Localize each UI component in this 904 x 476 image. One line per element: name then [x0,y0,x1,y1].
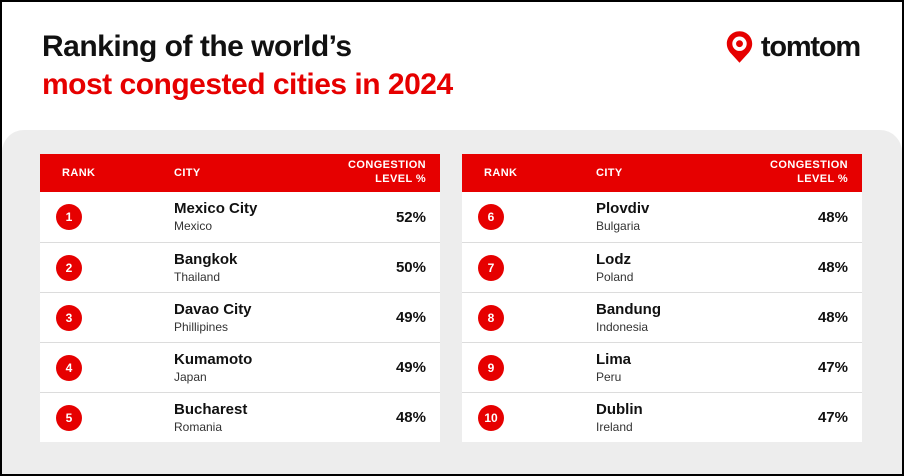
rank-cell: 10 [478,404,596,431]
table-row: 9 Lima Peru 47% [462,342,862,392]
column-header-city: CITY [174,167,201,179]
country-name: Phillipines [174,319,229,334]
rank-cell: 1 [56,204,174,230]
congestion-value: 48% [395,409,426,426]
tomtom-logo: tomtom [725,30,861,64]
city-name: Dublin [596,400,643,418]
rank-badge: 5 [56,404,82,431]
country-name: Romania [174,419,223,434]
congestion-header-line2: LEVEL % [375,173,426,185]
city-cell: Dublin Ireland [596,401,818,434]
country-name: Ireland [596,419,633,434]
column-header-rank: RANK [484,167,518,179]
ranking-table-1-5: RANK CITY CONGESTION LEVEL % 1 Mexico Cit… [40,154,440,474]
table-row: 3 Davao City Phillipines 49% [40,292,440,342]
rank-cell: 4 [56,354,174,381]
table-body-1-5: 1 Mexico City Mexico 52% 2 Bangkok Thailand 50%… [40,192,440,442]
rank-badge: 4 [56,354,82,381]
congestion-value: 50% [395,259,426,276]
city-cell: Bucharest Romania [174,401,396,434]
congestion-header-line1: CONGESTION [348,159,426,172]
city-cell: Plovdiv Bulgaria [596,200,818,233]
table-row: 2 Bangkok Thailand 50% [40,242,440,292]
table-header: RANK CITY CONGESTION LEVEL % [462,154,862,192]
rank-badge: 8 [478,304,504,331]
tomtom-logo-text: tomtom [760,30,861,63]
country-name: Japan [174,369,207,384]
congestion-value: 48% [817,309,848,326]
country-name: Thailand [174,269,221,284]
table-row: 1 Mexico City Mexico 52% [40,192,440,242]
congestion-value: 47% [817,409,848,426]
country-name: Poland [596,269,634,284]
country-name: Peru [596,369,622,384]
table-row: 10 Dublin Ireland 47% [462,392,862,442]
rank-badge: 6 [478,204,504,230]
city-cell: Lima Peru [596,351,818,384]
congestion-header-line2: LEVEL % [797,173,848,185]
header: Ranking of the world’s most congested ci… [2,2,902,130]
city-name: Bangkok [174,250,238,268]
rank-badge: 9 [478,354,504,381]
city-cell: Bandung Indonesia [596,301,818,334]
city-name: Bandung [596,300,661,318]
rank-cell: 6 [478,204,596,230]
rank-cell: 9 [478,354,596,381]
column-header-congestion: CONGESTION LEVEL % [348,159,426,187]
congestion-header-line1: CONGESTION [770,159,848,172]
title-line-1: Ranking of the world’s [42,30,352,63]
country-name: Indonesia [596,319,649,334]
rank-cell: 7 [478,254,596,281]
rank-cell: 2 [56,254,174,281]
table-row: 6 Plovdiv Bulgaria 48% [462,192,862,242]
rank-badge: 3 [56,304,82,331]
congestion-value: 48% [817,259,848,276]
city-cell: Lodz Poland [596,251,818,284]
country-name: Mexico [174,219,213,234]
rank-badge: 10 [478,404,504,431]
congestion-value: 49% [395,309,426,326]
table-header: RANK CITY CONGESTION LEVEL % [40,154,440,192]
column-header-congestion: CONGESTION LEVEL % [770,159,848,187]
rank-cell: 8 [478,304,596,331]
city-cell: Davao City Phillipines [174,301,396,334]
city-name: Plovdiv [596,200,650,218]
congestion-value: 49% [395,359,426,376]
city-name: Bucharest [174,400,248,418]
table-row: 5 Bucharest Romania 48% [40,392,440,442]
table-row: 4 Kumamoto Japan 49% [40,342,440,392]
rank-cell: 3 [56,304,174,331]
city-cell: Kumamoto Japan [174,351,396,384]
congestion-value: 47% [817,359,848,376]
city-name: Davao City [174,300,252,318]
city-name: Lodz [596,250,631,268]
ranking-table-6-10: RANK CITY CONGESTION LEVEL % 6 Plovdiv Bul… [462,154,862,474]
country-name: Bulgaria [596,219,641,234]
city-cell: Mexico City Mexico [174,200,396,233]
table-row: 7 Lodz Poland 48% [462,242,862,292]
page-title: Ranking of the world’s most congested ci… [42,28,862,104]
city-cell: Bangkok Thailand [174,251,396,284]
column-header-city: CITY [596,167,623,179]
table-row: 8 Bandung Indonesia 48% [462,292,862,342]
city-name: Mexico City [174,200,258,218]
title-line-2: most congested cities in 2024 [42,68,453,101]
rank-badge: 7 [478,254,504,281]
rank-badge: 1 [56,204,82,230]
column-header-rank: RANK [62,167,96,179]
table-body-6-10: 6 Plovdiv Bulgaria 48% 7 Lodz Poland 48% 8 Bandun… [462,192,862,442]
tables-panel: RANK CITY CONGESTION LEVEL % 1 Mexico Cit… [2,130,902,474]
city-name: Lima [596,350,632,368]
rank-cell: 5 [56,404,174,431]
congestion-value: 48% [817,208,848,226]
congestion-value: 52% [395,208,426,226]
rank-badge: 2 [56,254,82,281]
tomtom-pin-icon [725,30,754,64]
city-name: Kumamoto [174,350,253,368]
